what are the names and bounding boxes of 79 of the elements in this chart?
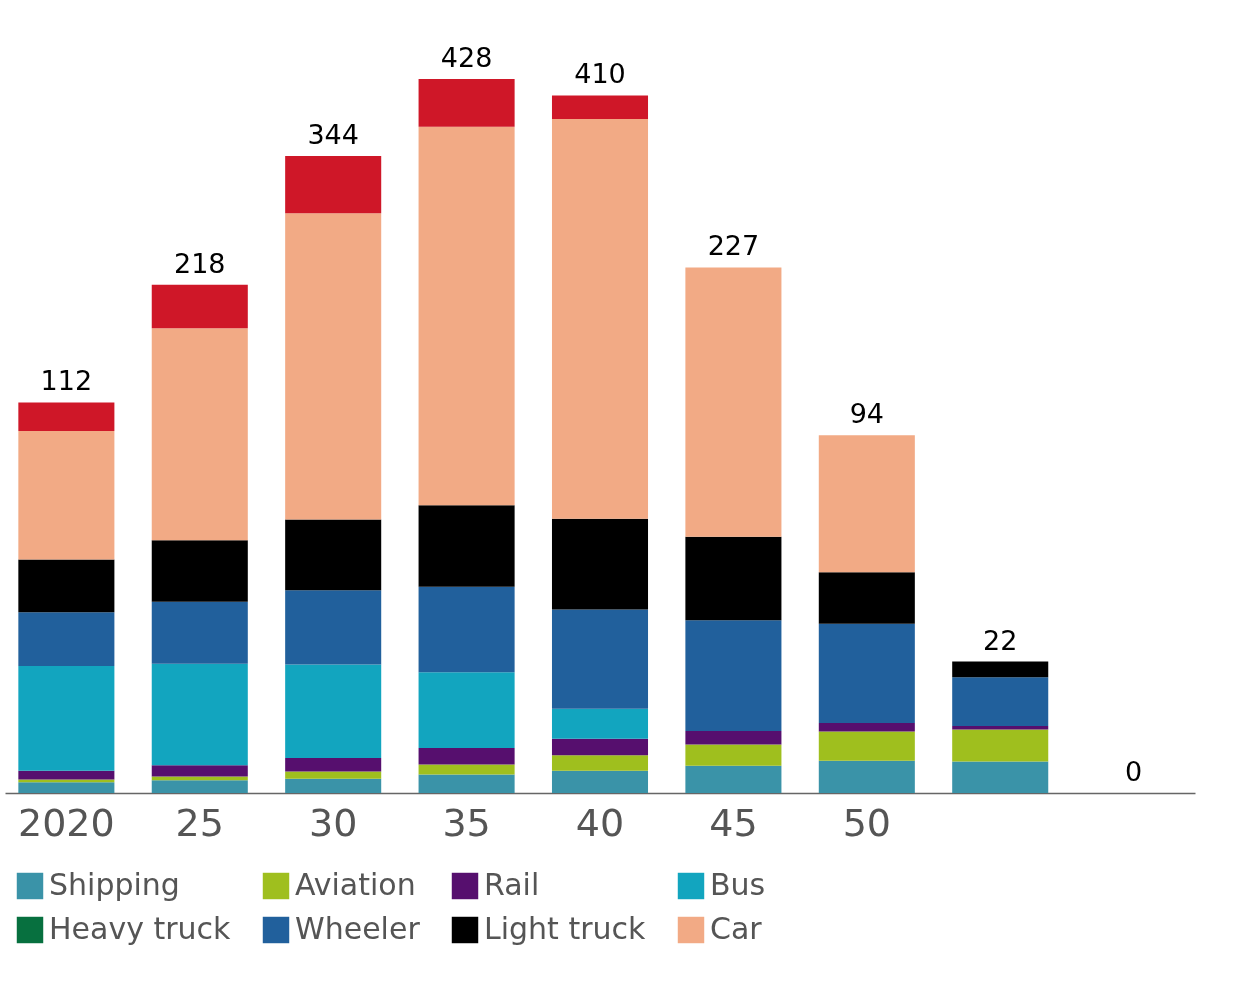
bar xyxy=(285,590,382,665)
bar xyxy=(551,738,649,756)
bar xyxy=(151,765,248,777)
bar xyxy=(151,601,248,664)
bar xyxy=(18,559,115,613)
bar xyxy=(418,505,515,587)
bar xyxy=(151,328,248,541)
legend-label: Rail xyxy=(484,867,540,902)
bar xyxy=(18,779,115,783)
bar xyxy=(418,126,515,506)
x-tick-label: 30 xyxy=(309,800,358,845)
bar xyxy=(18,665,115,771)
bar xyxy=(818,572,915,624)
annotation: 94 xyxy=(849,398,884,430)
bar xyxy=(685,620,782,731)
x-tick-label: 35 xyxy=(442,800,491,845)
legend-label: Bus xyxy=(710,867,766,902)
bar xyxy=(151,284,248,329)
bar xyxy=(285,213,382,520)
bar xyxy=(285,664,382,759)
bar xyxy=(551,95,649,119)
bar xyxy=(952,661,1049,678)
bar xyxy=(952,677,1049,726)
bar xyxy=(952,761,1049,793)
bar xyxy=(551,518,649,610)
bar xyxy=(285,156,382,214)
bar xyxy=(151,540,248,602)
bar xyxy=(551,770,649,793)
bar xyxy=(685,730,782,745)
bar xyxy=(18,431,115,560)
bar xyxy=(818,723,915,732)
bar xyxy=(818,731,915,761)
bar xyxy=(952,729,1049,762)
legend-label: Wheeler xyxy=(295,911,421,946)
bar xyxy=(818,435,915,573)
x-tick-label: 50 xyxy=(842,800,891,845)
bar xyxy=(285,771,382,779)
annotation: 22 xyxy=(983,624,1018,656)
legend-label: Heavy truck xyxy=(49,911,232,946)
annotation: 0 xyxy=(1125,756,1143,787)
legend-label: Light truck xyxy=(484,911,647,946)
annotation: 410 xyxy=(574,58,626,90)
bar xyxy=(151,663,248,766)
bar xyxy=(418,79,515,127)
bar xyxy=(18,402,115,431)
bar xyxy=(685,536,782,621)
bar xyxy=(418,748,515,765)
bar xyxy=(818,623,915,724)
annotation: 218 xyxy=(174,247,226,279)
x-tick-label: 45 xyxy=(709,800,758,845)
bar xyxy=(285,519,382,591)
x-tick-label: 25 xyxy=(175,800,224,845)
annotation: 112 xyxy=(40,365,93,397)
bar xyxy=(151,780,248,793)
annotation: 428 xyxy=(440,42,493,73)
bar xyxy=(818,760,915,793)
bar xyxy=(551,118,649,519)
bar xyxy=(18,612,115,666)
bar xyxy=(418,586,515,673)
bar xyxy=(418,774,515,793)
x-tick-label: 40 xyxy=(575,800,625,845)
bar xyxy=(551,609,649,709)
bar xyxy=(551,708,649,739)
x-tick-label: 2020 xyxy=(18,800,115,845)
bar xyxy=(18,782,115,793)
bar xyxy=(685,267,782,537)
bar xyxy=(551,755,649,771)
annotation: 227 xyxy=(707,230,760,262)
annotation: 344 xyxy=(307,119,359,151)
legend-label: Aviation xyxy=(295,867,416,902)
bar xyxy=(418,764,515,775)
legend-label: Car xyxy=(710,911,763,946)
bar xyxy=(685,744,782,766)
bar xyxy=(418,672,515,749)
legend-label: Shipping xyxy=(49,867,180,902)
bar xyxy=(685,765,782,793)
bar xyxy=(285,758,382,772)
bar xyxy=(285,778,382,793)
bar xyxy=(18,770,115,780)
